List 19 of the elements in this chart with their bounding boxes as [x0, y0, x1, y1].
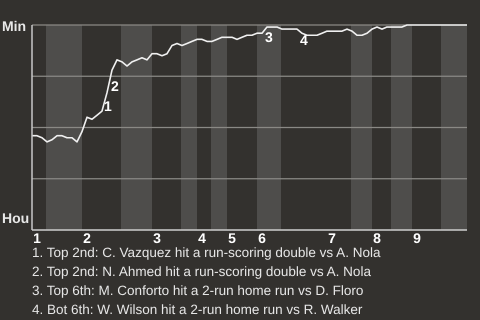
annotation: 2: [111, 78, 119, 94]
x-tick-label: 8: [373, 230, 382, 246]
text: 3. Top 6th: M. Conforto hit a 2-run home run vs D. Floro: [32, 282, 364, 300]
x-tick-label: 6: [258, 230, 266, 246]
x-tick-label: 4: [198, 230, 206, 246]
annotation: 1: [104, 98, 112, 114]
x-tick-label: 5: [228, 230, 236, 246]
x-tick-label: 1: [33, 230, 42, 246]
x-tick-label: 9: [413, 230, 422, 246]
text: 1. Top 2nd: C. Vazquez hit a run-scoring double vs A. Nola: [32, 244, 380, 262]
x-tick-label: 3: [153, 230, 162, 246]
annotation: 3: [265, 29, 273, 45]
text: Min: [2, 18, 26, 34]
annotation: 4: [300, 32, 308, 48]
text: Hou: [2, 210, 30, 226]
text: 4. Bot 6th: W. Wilson hit a 2-run home run vs R. Walker: [32, 301, 364, 319]
x-tick-label: 2: [83, 230, 92, 246]
text: 2. Top 2nd: N. Ahmed hit a run-scoring double vs A. Nola: [32, 263, 372, 281]
x-tick-label: 7: [328, 230, 336, 246]
